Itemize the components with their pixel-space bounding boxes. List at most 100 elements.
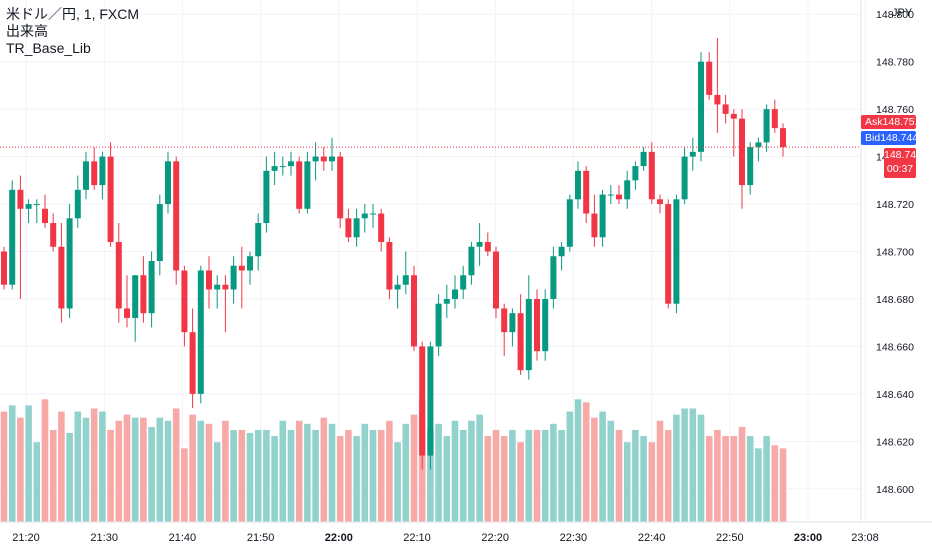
volume-bar: [558, 429, 565, 522]
volume-bar: [533, 429, 541, 522]
volume-bar: [304, 423, 311, 522]
candle-body: [673, 199, 680, 304]
volume-bar: [443, 436, 451, 522]
price-tick-label: 148.720: [876, 199, 914, 211]
time-tick-label: 23:08: [851, 532, 879, 544]
candle-body: [517, 313, 524, 371]
ask-value: 148.751: [882, 116, 921, 128]
candle-body: [288, 161, 294, 167]
volume-bar: [591, 417, 598, 522]
volume-bar: [410, 414, 418, 522]
candle-body: [1, 251, 7, 285]
candle-body: [304, 161, 311, 209]
symbol-title[interactable]: 米ドル／円, 1, FXCM: [6, 6, 140, 22]
candle-body: [9, 189, 16, 285]
candle-body: [361, 213, 368, 219]
currency-label[interactable]: JPY: [892, 7, 913, 19]
candle-body: [66, 218, 73, 309]
volume-bar: [99, 411, 106, 522]
candle-body: [370, 213, 376, 215]
candle-body: [476, 242, 483, 247]
volume-bar: [632, 429, 639, 522]
candle-body: [468, 246, 475, 276]
candle-body: [550, 256, 557, 299]
volume-bar: [320, 417, 328, 522]
volume-bar: [90, 408, 98, 522]
volume-bar: [640, 436, 647, 522]
volume-bar: [500, 436, 508, 522]
volume-bar: [714, 429, 721, 522]
candle-body: [747, 147, 754, 186]
volume-bar: [222, 420, 229, 522]
volume-bar: [361, 423, 369, 522]
time-tick-label: 22:50: [716, 532, 744, 544]
volume-bar: [8, 405, 16, 522]
candle-body: [74, 189, 81, 219]
volume-bar: [402, 423, 410, 522]
volume-bar: [74, 411, 82, 522]
candle-body: [132, 275, 139, 318]
candle-body: [386, 242, 393, 290]
candle-body: [83, 161, 89, 190]
price-tick-label: 148.800: [876, 9, 914, 21]
volume-bar: [164, 420, 172, 522]
candle-body: [33, 204, 40, 206]
time-tick-label: 21:40: [169, 532, 197, 544]
candle-body: [312, 156, 319, 162]
volume-bar: [517, 442, 524, 522]
bid-value: 148.744: [880, 132, 919, 144]
volume-bar: [254, 429, 262, 522]
candle-body: [230, 265, 237, 290]
price-tick-label: 148.680: [876, 294, 914, 306]
bar-countdown: 00:37: [886, 163, 914, 175]
candle-body: [50, 223, 57, 247]
volume-bar: [697, 414, 705, 522]
volume-bar: [369, 429, 377, 522]
candle-body: [165, 161, 171, 205]
volume-indicator-label[interactable]: 出来高: [6, 23, 48, 39]
volume-bar: [148, 426, 155, 522]
candle-body: [329, 156, 335, 162]
candle-body: [58, 246, 65, 309]
candle-body: [419, 346, 426, 456]
custom-indicator-label[interactable]: TR_Base_Lib: [6, 40, 91, 56]
volume-bar: [394, 442, 401, 522]
volume-bar: [607, 420, 615, 522]
candle-body: [124, 308, 130, 318]
candle-body: [345, 218, 352, 238]
time-tick-label: 21:30: [90, 532, 118, 544]
volume-bar: [353, 436, 360, 522]
volume-bar: [550, 423, 557, 522]
volume-bar: [115, 420, 123, 522]
candle-body: [509, 313, 516, 333]
volume-bar: [336, 436, 344, 522]
candle-body: [263, 170, 270, 224]
candle-body: [460, 275, 467, 290]
time-axis-labels: 21:20 21:30 21:40 21:50 22:00 22:10 22:20 22:30…: [12, 532, 879, 544]
volume-bar: [33, 442, 41, 522]
volume-bar: [509, 429, 516, 522]
volume-bar: [287, 429, 295, 522]
volume-bar: [205, 423, 213, 522]
candle-body: [443, 298, 450, 304]
candle-body: [591, 213, 598, 238]
volume-bar: [599, 411, 606, 522]
candle-body: [402, 275, 409, 285]
volume-bar: [213, 442, 221, 522]
bid-label: Bid: [865, 132, 881, 144]
candle-body: [763, 109, 770, 143]
volume-bar: [451, 420, 459, 522]
volume-bar: [738, 426, 746, 522]
candle-body: [427, 346, 434, 456]
volume-bar: [123, 414, 131, 522]
candle-body: [173, 161, 180, 271]
candle-body: [197, 270, 204, 394]
candle-body: [739, 118, 745, 186]
candle-body: [17, 189, 24, 209]
volume-bar: [615, 429, 623, 522]
volume-bar: [468, 420, 475, 522]
candle-body: [148, 261, 155, 314]
ask-price-tag: Ask 148.751: [861, 115, 920, 129]
candle-body: [698, 61, 704, 152]
